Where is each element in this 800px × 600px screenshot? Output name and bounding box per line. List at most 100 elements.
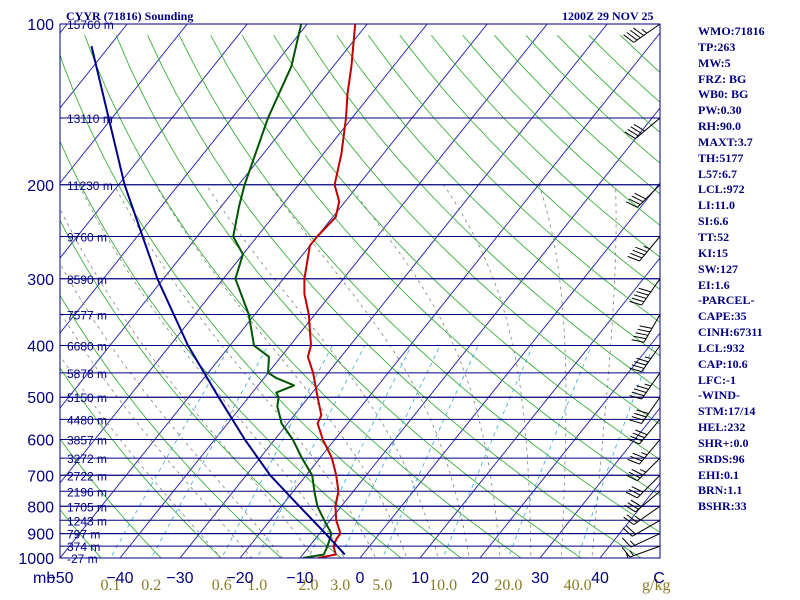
temperature-label: 10 bbox=[411, 570, 429, 587]
pressure-unit: mb bbox=[33, 570, 55, 587]
barb-feather bbox=[630, 455, 643, 462]
index-item: TH:5177 bbox=[698, 150, 744, 165]
height-label: 13110 m bbox=[67, 112, 113, 126]
isotherm bbox=[60, 24, 188, 184]
barb-feather bbox=[632, 432, 645, 439]
index-item: EI:1.6 bbox=[698, 277, 730, 292]
barb-staff bbox=[633, 505, 661, 526]
mixing-ratio-line bbox=[381, 345, 479, 558]
isotherm bbox=[119, 24, 548, 558]
wind-barb bbox=[625, 474, 661, 499]
dry-adiabat bbox=[241, 35, 660, 461]
dry-adiabat bbox=[178, 35, 660, 533]
index-item: EHI:0.1 bbox=[698, 467, 740, 482]
mixing-ratio-line bbox=[507, 345, 592, 558]
barb-half-feather bbox=[643, 245, 650, 250]
wind-barb bbox=[621, 545, 661, 558]
dewpoint-profile bbox=[232, 24, 333, 558]
height-label: 8590 m bbox=[67, 273, 107, 287]
barb-feather bbox=[625, 201, 638, 208]
isotherm bbox=[299, 107, 660, 558]
height-label: 9760 m bbox=[67, 230, 107, 244]
barb-feather bbox=[629, 300, 642, 306]
mixing-ratio-line bbox=[221, 345, 333, 558]
barb-feather bbox=[626, 514, 638, 523]
height-label: 797 m bbox=[67, 528, 100, 542]
moist-adiabat bbox=[591, 184, 617, 558]
height-label: 3272 m bbox=[67, 452, 107, 466]
pressure-label: 600 bbox=[27, 433, 54, 450]
barb-feather bbox=[625, 491, 638, 499]
height-label: 3857 m bbox=[67, 434, 107, 448]
barb-feather bbox=[633, 388, 647, 393]
pressure-label: 400 bbox=[27, 339, 54, 356]
barb-feather bbox=[633, 361, 647, 366]
axis-labels: 0.1 0.2 0.6 1.0 2.0 3.0 5.0 10.0 20.0 40.0 g/kg100… bbox=[18, 17, 670, 594]
index-item: SW:127 bbox=[698, 261, 739, 276]
index-item: MW:5 bbox=[698, 55, 731, 70]
wind-barb bbox=[629, 372, 661, 400]
barb-feather bbox=[635, 429, 648, 436]
pressure-label: 100 bbox=[27, 17, 54, 34]
isotherm bbox=[539, 407, 660, 558]
temperature-label: −10 bbox=[286, 570, 313, 587]
mixing-ratio-label: 5.0 bbox=[372, 577, 392, 594]
dry-adiabat bbox=[399, 35, 660, 290]
barb-feather bbox=[636, 357, 649, 363]
barb-feather bbox=[633, 412, 647, 418]
dry-adiabat bbox=[60, 140, 402, 558]
moist-adiabat bbox=[113, 184, 377, 558]
index-item: SRDS:96 bbox=[698, 451, 745, 466]
moist-adiabat bbox=[60, 208, 314, 558]
temperature-label: −20 bbox=[226, 570, 253, 587]
mixing-ratio-line bbox=[110, 345, 231, 558]
wind-barb bbox=[627, 419, 661, 445]
observation-time: 1200Z 29 NOV 25 bbox=[562, 9, 654, 23]
barb-feather bbox=[627, 438, 640, 445]
height-label: -27 m bbox=[67, 552, 98, 566]
dry-adiabat bbox=[273, 35, 660, 425]
index-item: LI:11.0 bbox=[698, 198, 736, 213]
barb-feather bbox=[633, 335, 647, 340]
barb-feather bbox=[630, 499, 642, 508]
index-item: BSHR:33 bbox=[698, 499, 747, 514]
wind-barb bbox=[623, 23, 661, 43]
index-item: CINH:67311 bbox=[698, 325, 763, 340]
barb-feather bbox=[634, 192, 647, 200]
barb-feather bbox=[622, 527, 633, 537]
barb-staff bbox=[630, 533, 661, 548]
index-item: TP:263 bbox=[698, 39, 736, 54]
index-item: RH:90.0 bbox=[698, 119, 741, 134]
barb-feather bbox=[636, 409, 649, 415]
barb-staff bbox=[637, 184, 661, 208]
dry-adiabat bbox=[147, 35, 642, 558]
wind-barb bbox=[631, 314, 661, 343]
plot-frame bbox=[59, 23, 661, 559]
barb-feather bbox=[631, 486, 644, 493]
barb-feather bbox=[630, 435, 643, 442]
barb-feather bbox=[637, 328, 651, 333]
pressure-label: 300 bbox=[27, 272, 54, 289]
barb-feather bbox=[624, 131, 636, 140]
isotherm bbox=[479, 332, 660, 558]
barb-feather bbox=[627, 128, 639, 137]
temperature-label: −40 bbox=[106, 570, 133, 587]
barb-feather bbox=[638, 287, 651, 293]
barb-feather bbox=[624, 504, 636, 513]
index-item: CAPE:35 bbox=[698, 309, 747, 324]
mixing-ratio-line bbox=[442, 345, 534, 558]
barb-feather bbox=[631, 297, 645, 303]
barb-feather bbox=[628, 471, 641, 479]
mixing-ratio-label: 0.6 bbox=[212, 577, 232, 594]
dry-adiabat bbox=[367, 35, 660, 323]
index-item: HEL:232 bbox=[698, 420, 746, 435]
barb-feather bbox=[633, 27, 644, 36]
pressure-label: 500 bbox=[27, 390, 54, 407]
index-item: SHR+:0.0 bbox=[698, 435, 749, 450]
barb-staff bbox=[637, 457, 661, 482]
height-label: 7577 m bbox=[67, 309, 107, 323]
barb-feather bbox=[631, 391, 645, 397]
index-item: WMO:71816 bbox=[698, 24, 765, 38]
dry-adiabat bbox=[304, 35, 660, 391]
barb-staff bbox=[637, 474, 661, 499]
